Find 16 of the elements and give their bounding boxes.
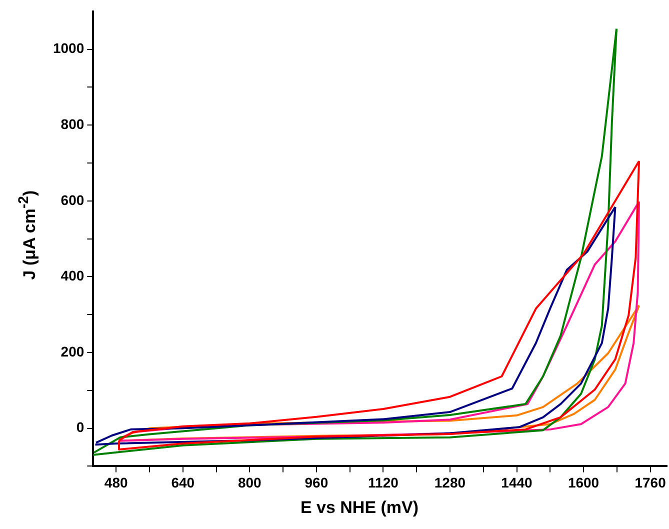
- x-tick-label: 480: [104, 474, 128, 490]
- x-tick-label: 1600: [568, 474, 600, 490]
- x-tick-label: 1280: [434, 474, 466, 490]
- y-tick-label: 800: [60, 116, 84, 132]
- x-tick-label: 1760: [634, 474, 666, 490]
- x-tick-label: 640: [171, 474, 195, 490]
- x-axis-title: E vs NHE (mV): [299, 498, 420, 518]
- y-tick-label: 0: [76, 419, 84, 436]
- y-tick-label: 400: [60, 268, 84, 284]
- x-tick-label: 960: [304, 474, 328, 490]
- y-tick-label: 1000: [52, 40, 84, 56]
- x-tick-label: 1440: [501, 474, 533, 490]
- x-tick-label: 800: [238, 474, 262, 490]
- y-tick-label: 200: [60, 343, 84, 360]
- y-tick-label: 600: [60, 192, 84, 208]
- x-tick-label: 1120: [368, 474, 399, 490]
